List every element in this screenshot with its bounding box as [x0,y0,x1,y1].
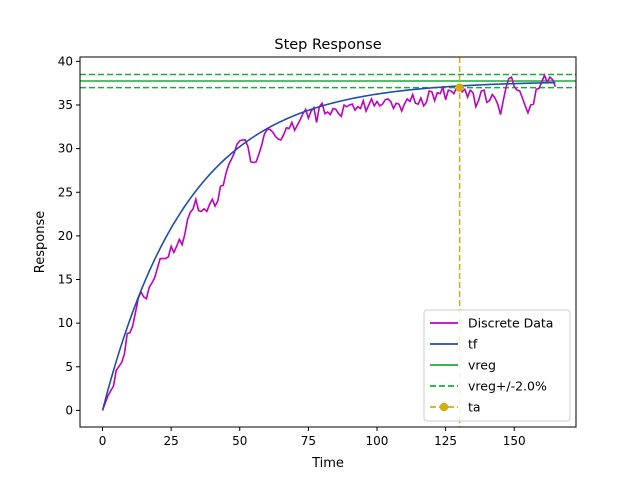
y-tick-label: 5 [65,360,73,374]
legend-label: vreg+/-2.0% [468,379,547,394]
y-axis-label: Response [33,211,48,273]
x-tick-label: 0 [99,434,107,448]
discrete-data-line [101,73,557,411]
y-tick-label: 35 [58,98,73,112]
tf-curve [101,81,556,411]
legend-label: vreg [468,358,496,373]
legend-box [423,309,571,422]
x-tick-label: 25 [163,434,178,448]
y-tick-label: 30 [58,142,73,156]
legend-swatch-marker [439,402,449,412]
y-tick-label: 25 [58,185,73,199]
x-tick-label: 50 [232,434,247,448]
x-tick-label: 100 [366,434,389,448]
ta-marker [455,83,464,92]
y-axis: 0 5 10 15 20 25 30 35 40 [58,54,80,417]
y-tick-label: 15 [58,273,73,287]
chart-title: Step Response [274,37,381,53]
x-axis: 0 25 50 75 100 125 150 [99,427,526,448]
y-tick-label: 40 [58,54,73,68]
x-axis-label: Time [311,456,344,471]
legend-label: ta [468,400,481,415]
x-tick-label: 75 [301,434,316,448]
x-tick-label: 125 [434,434,457,448]
series-group [80,57,576,427]
plot-area [80,57,576,427]
y-tick-label: 0 [65,403,73,417]
legend: Discrete Data tf vreg vreg+/-2.0% ta [423,309,571,422]
x-tick-label: 150 [503,434,526,448]
y-tick-label: 10 [58,316,73,330]
legend-label: Discrete Data [468,316,553,331]
legend-label: tf [468,337,478,352]
axes-frame [79,56,577,428]
y-tick-label: 20 [58,229,73,243]
